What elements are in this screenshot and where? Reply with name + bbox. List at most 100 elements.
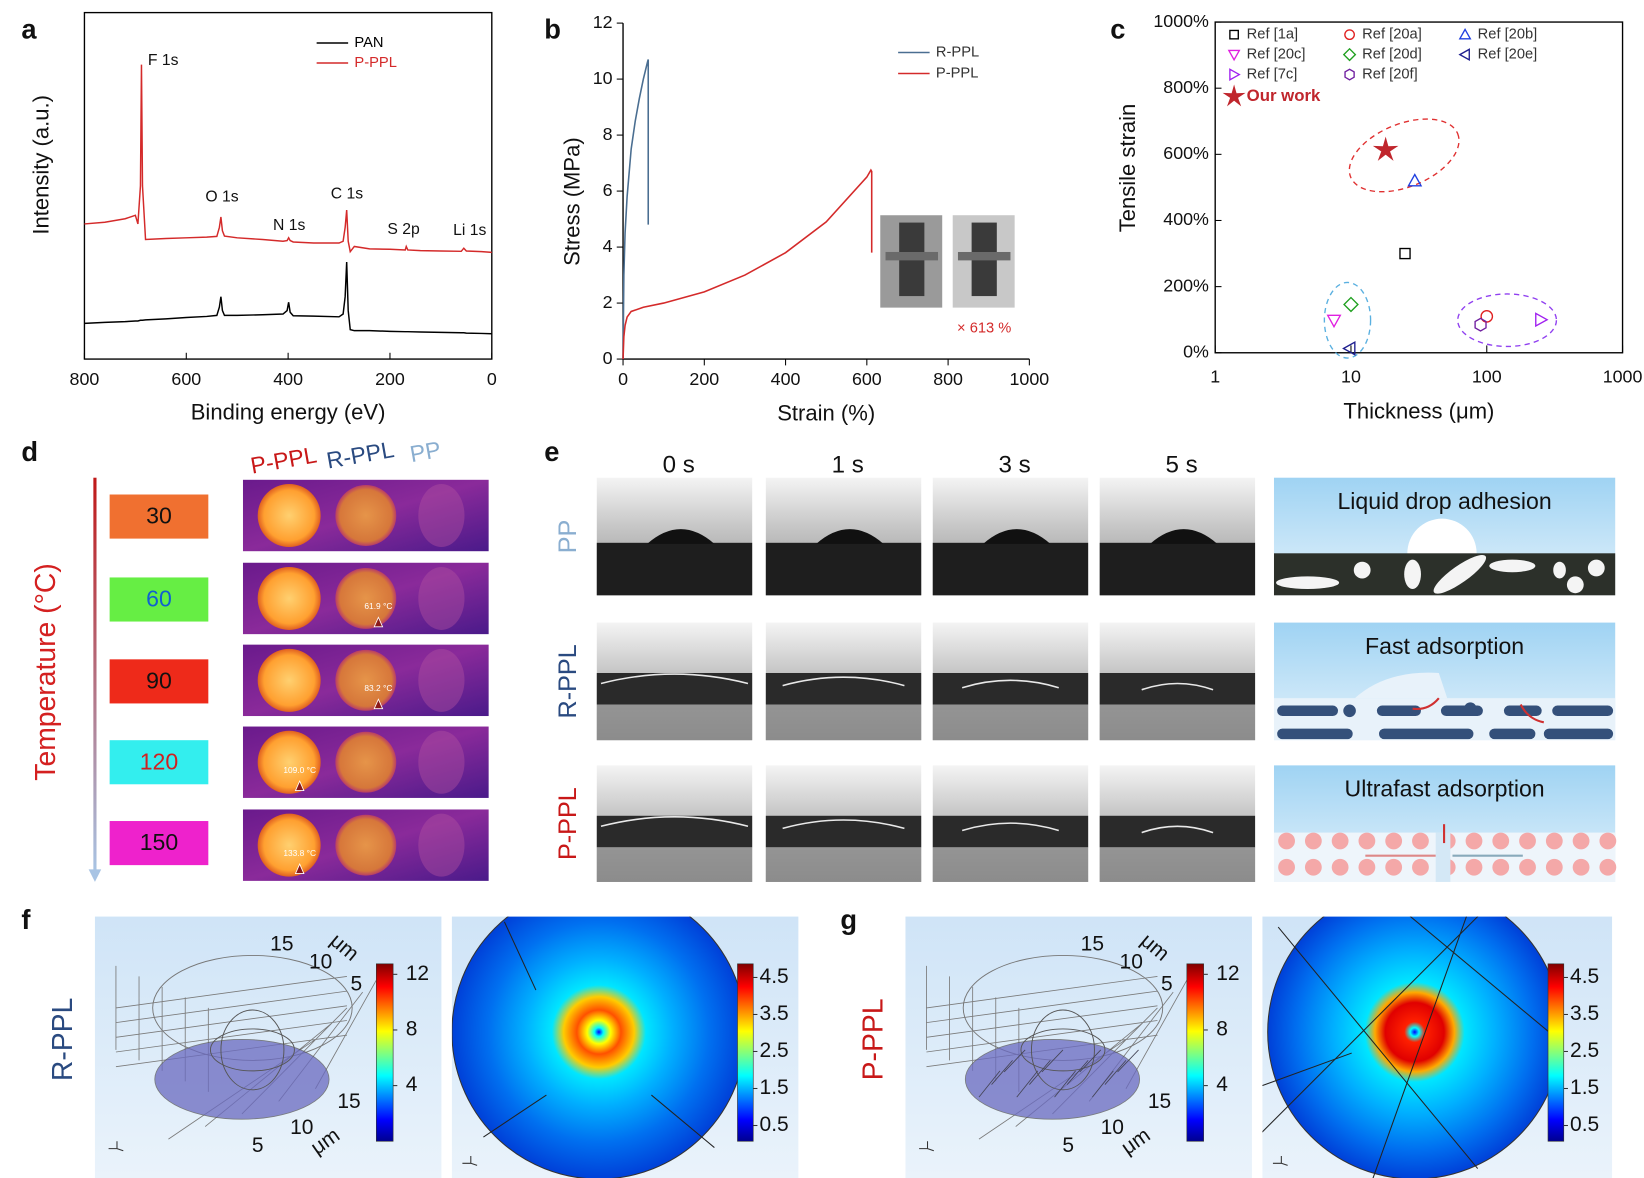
time-label: 1 s	[832, 452, 864, 479]
temperature-box	[109, 740, 209, 785]
x-tick-label: 0	[618, 369, 628, 389]
particle	[1412, 832, 1429, 850]
axis-tick-label: 15	[1081, 932, 1104, 955]
y-axis-label: Tensile strain	[1115, 104, 1140, 233]
temperature-box	[109, 494, 209, 539]
legend-label: Ref [20f]	[1362, 66, 1418, 82]
colorbar-label: 4	[1216, 1073, 1228, 1096]
axis-tick-label: 15	[337, 1090, 360, 1113]
colorbar-label: 3.5	[1570, 1002, 1599, 1025]
colorbar	[375, 963, 394, 1142]
droplet-edge	[782, 676, 905, 687]
legend-label: Ref [20e]	[1478, 46, 1538, 62]
sample-r-ppl	[335, 814, 397, 876]
particle	[1465, 832, 1483, 850]
marker	[1222, 84, 1246, 107]
y-tick-label: 12	[593, 12, 613, 32]
sample-p-ppl	[257, 648, 321, 712]
droplet-edge	[1141, 825, 1214, 834]
droplet	[816, 529, 884, 544]
x-tick-label: 800	[933, 369, 963, 389]
row-label: P-PPL	[554, 787, 582, 860]
fiber-end	[1343, 704, 1356, 718]
row-label: R-PPL	[47, 998, 79, 1081]
temperature-value: 30	[146, 503, 172, 529]
droplet-edge	[600, 673, 749, 685]
marker	[1458, 48, 1470, 62]
substrate-lower	[765, 847, 922, 882]
temperature-box	[109, 577, 209, 622]
fiber-edge	[651, 1094, 715, 1148]
x-tick-label: 200	[689, 369, 719, 389]
temperature-reading: 133.8 °C	[283, 848, 316, 858]
y-tick-label: 200%	[1163, 275, 1209, 295]
axis-tick-label: 5	[1161, 972, 1173, 995]
colorbar-label: 3.5	[760, 1002, 789, 1025]
marker	[1326, 314, 1342, 329]
fiber-edge	[1277, 926, 1479, 1169]
axis-tick-label: 15	[1148, 1090, 1171, 1113]
legend-label: Ref [20d]	[1362, 46, 1422, 62]
inset-photo-detail	[885, 251, 939, 261]
particle	[1304, 832, 1322, 850]
axis-triad	[1272, 1155, 1288, 1166]
substrate-lower	[1099, 704, 1256, 741]
substrate-lower	[596, 704, 753, 741]
legend-label: Ref [20b]	[1478, 27, 1538, 43]
heatmap	[451, 916, 747, 1178]
colorbar	[1547, 963, 1565, 1142]
axis-tick-label: 5	[252, 1134, 264, 1157]
time-label: 3 s	[999, 452, 1031, 479]
temperature-value: 120	[140, 748, 179, 774]
axis-tick-label: 10	[309, 950, 332, 973]
column-label: P-PPL	[248, 441, 318, 478]
substrate	[932, 672, 1089, 705]
sample-pp	[418, 648, 465, 712]
marker	[1227, 49, 1241, 62]
fiber	[1092, 1070, 1114, 1098]
fiber	[1552, 705, 1614, 717]
sample-pp	[418, 566, 465, 630]
particle	[1572, 858, 1590, 876]
group-outline	[1457, 293, 1558, 348]
spectrum-line	[84, 262, 492, 335]
spectrum-line	[84, 64, 492, 254]
legend-label: Ref [7c]	[1247, 66, 1298, 82]
fiber	[1440, 705, 1483, 717]
fiber	[1277, 728, 1353, 740]
fiber-edge	[483, 1094, 547, 1138]
temperature-box	[109, 659, 209, 704]
x-tick-label: 0	[487, 369, 497, 389]
droplet-edge	[961, 679, 1059, 689]
sample-pp	[418, 484, 465, 548]
fiber-end	[1464, 702, 1477, 715]
panel-letter: a	[21, 14, 37, 45]
arrow-shaft	[93, 477, 97, 872]
plot-frame	[1214, 21, 1624, 354]
substrate	[1099, 815, 1256, 848]
substrate	[765, 542, 922, 596]
y-axis-label: Intensity (a.u.)	[28, 95, 53, 235]
substrate	[596, 815, 753, 848]
particle	[1358, 858, 1376, 876]
y-tick-label: 600%	[1163, 143, 1209, 163]
x-tick-label: 800	[70, 369, 100, 389]
droplet	[647, 529, 715, 544]
schematic-title: Fast adsorption	[1365, 633, 1524, 659]
substrate	[1099, 542, 1256, 596]
particle	[1599, 832, 1617, 850]
legend-label: P-PPL	[354, 55, 396, 71]
peak-label: C 1s	[331, 185, 363, 202]
fiber-edge	[1372, 916, 1467, 1178]
sample-p-ppl	[257, 484, 321, 548]
substrate	[765, 672, 922, 705]
colorbar-label: 4.5	[760, 965, 789, 988]
temperature-axis-label: Temperature (°C)	[30, 563, 62, 781]
particle	[1545, 832, 1563, 850]
axis-triad	[462, 1155, 478, 1166]
heatmap	[1267, 916, 1563, 1178]
substrate-lower	[1099, 847, 1256, 882]
temperature-value: 150	[140, 829, 179, 855]
x-tick-label: 1	[1210, 367, 1220, 387]
particle	[1599, 858, 1617, 876]
